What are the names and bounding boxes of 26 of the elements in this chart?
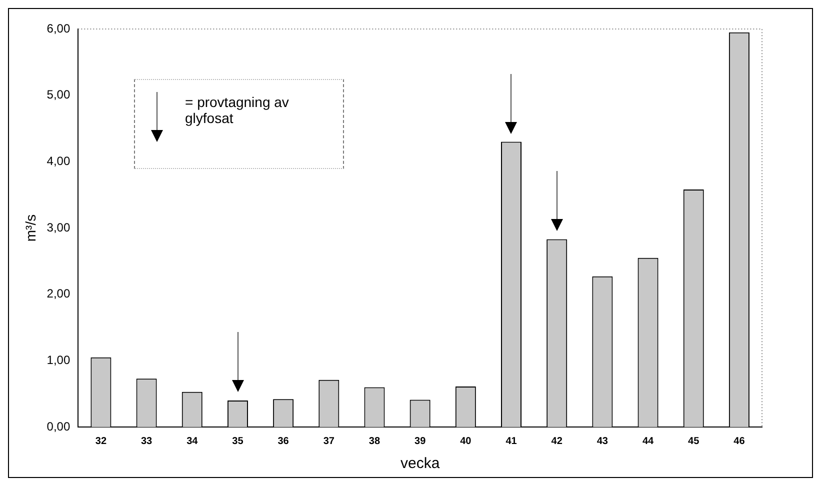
y-tick-label: 6,00: [46, 21, 70, 36]
y-tick-label: 4,00: [46, 154, 70, 168]
x-tick-label: 34: [186, 436, 198, 447]
x-tick-label: 40: [460, 436, 472, 447]
y-axis-title: m³/s: [22, 214, 38, 242]
x-tick-label: 36: [278, 436, 290, 447]
x-tick-label: 39: [414, 436, 426, 447]
x-tick-label: 32: [95, 436, 107, 447]
x-tick-label: 43: [596, 436, 608, 447]
x-tick-label: 41: [506, 436, 518, 447]
x-tick-label: 44: [642, 436, 654, 447]
x-tick-label: 42: [551, 436, 563, 447]
y-tick-label: 5,00: [46, 88, 70, 102]
x-tick-label: 33: [140, 436, 153, 447]
x-tick-label: 45: [688, 436, 700, 447]
y-tick-label: 3,00: [46, 220, 70, 234]
annotation: = provtagning av glyfosat: [185, 94, 290, 126]
x-axis-title: vecka: [400, 455, 440, 472]
legend-box: = provtagning av glyfosat: [134, 79, 344, 169]
x-tick-label: 38: [368, 436, 380, 447]
y-tick-label: 1,00: [46, 352, 70, 367]
y-tick-label: 0,00: [46, 419, 70, 434]
y-tick-label: 2,00: [46, 286, 70, 301]
x-tick-label: 37: [323, 436, 335, 447]
x-tick-label: 46: [734, 436, 746, 447]
x-tick-label: 35: [232, 436, 244, 447]
